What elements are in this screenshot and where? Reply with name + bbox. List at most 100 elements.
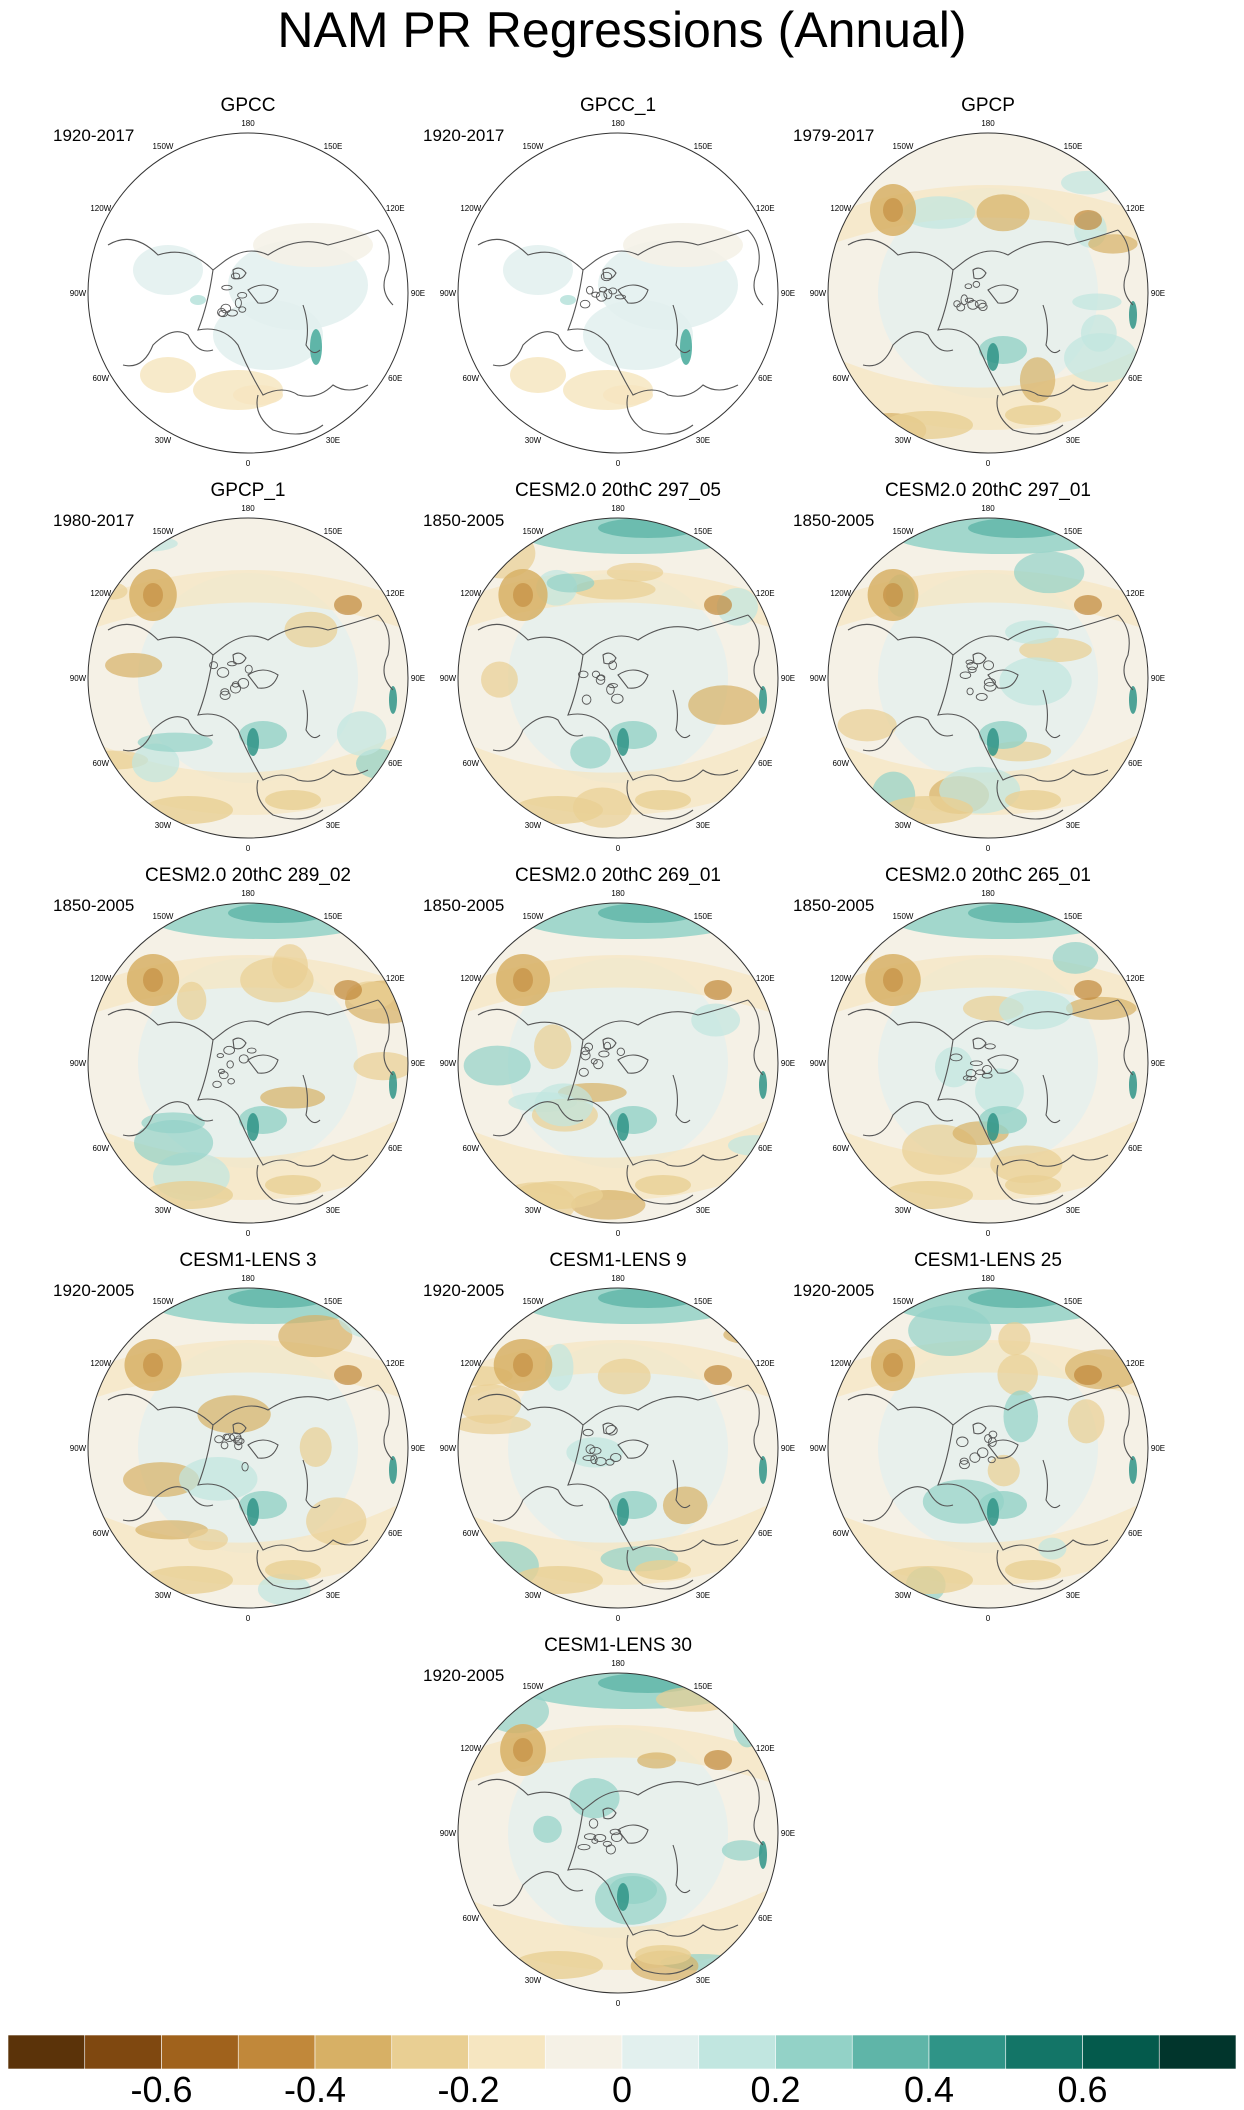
lon-label: 180 — [611, 1659, 625, 1668]
lon-label: 60W — [463, 1529, 480, 1538]
lon-label: 0 — [986, 1614, 991, 1623]
lon-label: 90E — [411, 289, 425, 298]
colorbar-segment — [621, 2035, 700, 2069]
lon-label: 60E — [388, 1144, 402, 1153]
lon-label: 90W — [810, 1444, 827, 1453]
lon-label: 90E — [781, 674, 795, 683]
lon-label: 150E — [1064, 1297, 1083, 1306]
panel-title: CESM1-LENS 25 — [914, 1250, 1062, 1271]
lon-label: 180 — [241, 119, 255, 128]
lon-label: 30W — [155, 436, 172, 445]
colorbar-tick-label: 0.2 — [750, 2069, 801, 2110]
colorbar-segment — [1082, 2035, 1160, 2069]
lon-label: 90W — [440, 1829, 457, 1838]
lon-label: 30E — [696, 1206, 710, 1215]
lon-label: 0 — [246, 1614, 251, 1623]
lon-label: 180 — [981, 889, 995, 898]
panel-period: 1920-2017 — [423, 126, 505, 145]
lon-label: 120E — [756, 589, 775, 598]
lon-label: 150E — [694, 912, 713, 921]
lon-label: 120E — [386, 1359, 405, 1368]
lon-label: 60E — [388, 1529, 402, 1538]
lon-label: 90E — [1151, 1444, 1165, 1453]
lon-label: 180 — [611, 119, 625, 128]
lon-label: 150W — [893, 912, 914, 921]
lon-label: 30W — [525, 1591, 542, 1600]
map-panel: 180 150E 120E 90E 60E 30E 0 30W 60W 90W 120W 150W CE… — [418, 1635, 818, 2020]
lon-label: 60E — [1128, 374, 1142, 383]
colorbar-tick-label: 0 — [611, 2069, 633, 2110]
lon-label: 120W — [460, 1359, 481, 1368]
lon-label: 60W — [463, 1144, 480, 1153]
lon-label: 150W — [153, 142, 174, 151]
panel-period: 1850-2005 — [793, 896, 875, 915]
lon-label: 30E — [696, 1976, 710, 1985]
lon-label: 90E — [1151, 674, 1165, 683]
lon-label: 30E — [696, 821, 710, 830]
lon-label: 60W — [93, 374, 110, 383]
colorbar-segment — [544, 2035, 623, 2069]
lon-label: 90W — [440, 289, 457, 298]
lon-label: 120W — [460, 974, 481, 983]
polar-map: 180 150E 120E 90E 60E 30E 0 30W 60W 90W 120W 150W — [70, 889, 425, 1238]
lon-label: 90W — [70, 674, 87, 683]
lon-label: 150W — [893, 142, 914, 151]
lon-label: 0 — [986, 1229, 991, 1238]
lon-label: 30W — [895, 1591, 912, 1600]
lon-label: 90E — [781, 1829, 795, 1838]
lon-label: 60W — [833, 1529, 850, 1538]
panel-title: CESM2.0 20thC 289_02 — [145, 865, 351, 886]
lon-label: 150E — [324, 1297, 343, 1306]
lon-label: 0 — [616, 459, 621, 468]
lon-label: 150E — [694, 1682, 713, 1691]
map-panel: 180 150E 120E 90E 60E 30E 0 30W 60W 90W 120W 150W CE… — [418, 480, 818, 865]
colorbar-segment — [1005, 2035, 1083, 2069]
panel-title: CESM2.0 20thC 265_01 — [885, 865, 1091, 886]
map-panel: 180 150E 120E 90E 60E 30E 0 30W 60W 90W 120W 150W CE… — [418, 1250, 818, 1635]
lon-label: 150W — [523, 527, 544, 536]
lon-label: 150W — [893, 527, 914, 536]
lon-label: 120W — [830, 204, 851, 213]
lon-label: 30W — [155, 1206, 172, 1215]
lon-label: 90W — [70, 289, 87, 298]
colorbar-segment — [698, 2035, 776, 2069]
lon-label: 90W — [440, 674, 457, 683]
lon-label: 120E — [756, 1359, 775, 1368]
polar-map: 180 150E 120E 90E 60E 30E 0 30W 60W 90W 120W 150W — [70, 119, 425, 468]
lon-label: 0 — [246, 844, 251, 853]
lon-label: 60E — [758, 1914, 772, 1923]
panel-title: CESM2.0 20thC 297_01 — [885, 480, 1091, 501]
lon-label: 120E — [1126, 589, 1145, 598]
panel-period: 1980-2017 — [53, 511, 135, 530]
lon-label: 150E — [1064, 527, 1083, 536]
colorbar-tick-label: -0.2 — [437, 2069, 500, 2110]
figure-title: NAM PR Regressions (Annual) — [277, 2, 967, 58]
lon-label: 30E — [696, 436, 710, 445]
lon-label: 60W — [463, 374, 480, 383]
panel-title: CESM1-LENS 30 — [544, 1635, 692, 1656]
lon-label: 0 — [616, 844, 621, 853]
panel-period: 1979-2017 — [793, 126, 875, 145]
colorbar-segment — [161, 2035, 239, 2069]
lon-label: 120W — [460, 589, 481, 598]
lon-label: 30W — [525, 436, 542, 445]
lon-label: 180 — [241, 889, 255, 898]
panel-title: GPCP — [961, 95, 1015, 116]
lon-label: 0 — [986, 844, 991, 853]
lon-label: 0 — [616, 1999, 621, 2008]
lon-label: 90E — [781, 1444, 795, 1453]
panel-title: CESM2.0 20thC 269_01 — [515, 865, 721, 886]
lon-label: 60E — [1128, 1529, 1142, 1538]
lon-label: 30E — [696, 1591, 710, 1600]
map-panel: 180 150E 120E 90E 60E 30E 0 30W 60W 90W 120W 150W CE… — [788, 480, 1188, 865]
lon-label: 120E — [1126, 974, 1145, 983]
lon-label: 180 — [981, 504, 995, 513]
lon-label: 150E — [1064, 142, 1083, 151]
lon-label: 30E — [1066, 821, 1080, 830]
lon-label: 120W — [460, 204, 481, 213]
panel-period: 1850-2005 — [53, 896, 135, 915]
lon-label: 150E — [1064, 912, 1083, 921]
map-panel: 180 150E 120E 90E 60E 30E 0 30W 60W 90W 120W 150W GP… — [418, 95, 818, 480]
lon-label: 60W — [93, 759, 110, 768]
lon-label: 90E — [411, 1444, 425, 1453]
